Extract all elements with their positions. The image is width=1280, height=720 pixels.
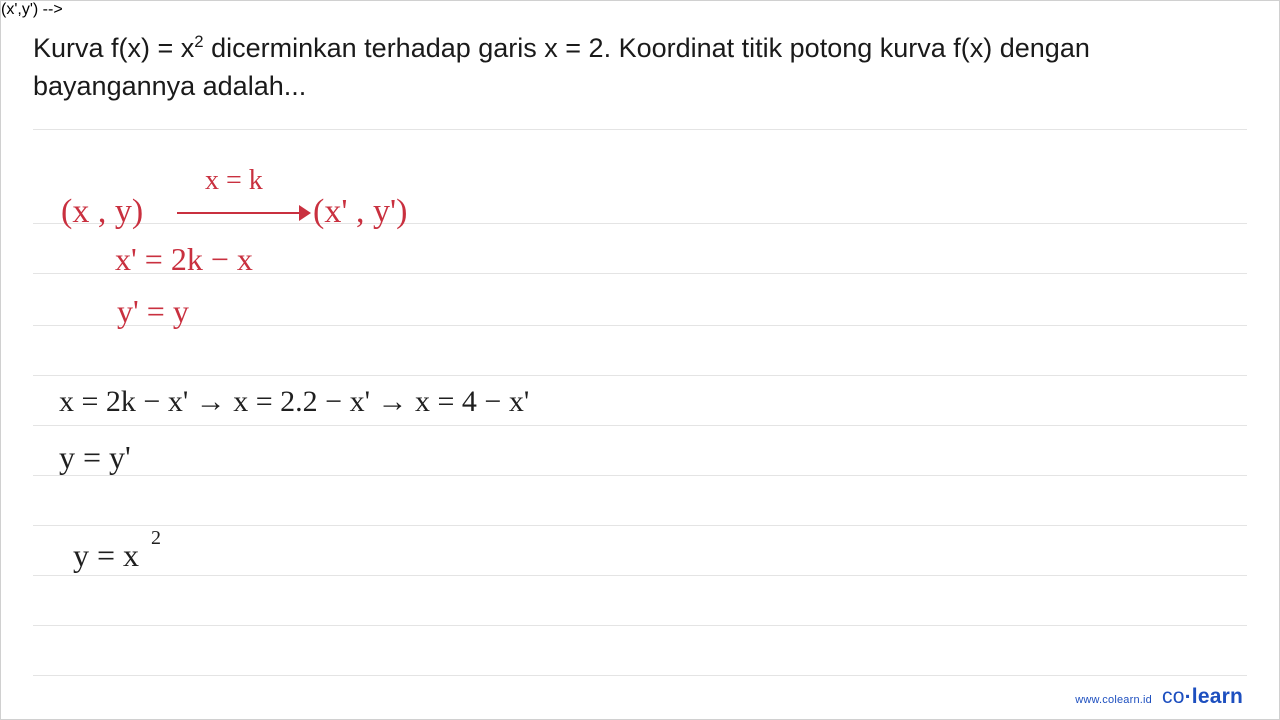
handwriting-h-xk: x = k <box>205 165 263 197</box>
brand-co: co <box>1162 685 1185 708</box>
handwriting-h-line3a: y = x <box>73 537 139 574</box>
footer: www.colearn.id co·learn <box>1075 685 1243 709</box>
ruled-line <box>33 475 1247 476</box>
handwriting-h-xy: (x , y) <box>61 193 143 231</box>
handwriting-h-line3s: 2 <box>151 527 161 550</box>
brand-logo: co·learn <box>1162 685 1243 709</box>
ruled-line <box>33 223 1247 224</box>
ruled-line <box>33 425 1247 426</box>
ruled-line <box>33 525 1247 526</box>
brand-learn: learn <box>1192 685 1243 708</box>
handwriting-h-xpyp: (x' , y') <box>313 193 407 231</box>
q-sup: 2 <box>194 32 203 51</box>
handwriting-h-ypy: y' = y <box>117 293 189 330</box>
handwriting-h-xp2k: x' = 2k − x <box>115 241 253 278</box>
ruled-line <box>33 375 1247 376</box>
ruled-line <box>33 129 1247 130</box>
footer-url: www.colearn.id <box>1075 694 1152 706</box>
ruled-line <box>33 625 1247 626</box>
handwriting-h-line1: x = 2k − x' → x = 2.2 − x' → x = 4 − x' <box>59 385 529 419</box>
ruled-line <box>33 325 1247 326</box>
brand-dot: · <box>1185 685 1192 708</box>
arrow-icon <box>177 212 301 214</box>
q-pre: Kurva f(x) = x <box>33 33 194 63</box>
ruled-line <box>33 575 1247 576</box>
ruled-line <box>33 675 1247 676</box>
question-text: Kurva f(x) = x2 dicerminkan terhadap gar… <box>33 29 1247 106</box>
handwriting-h-line2: y = y' <box>59 439 131 476</box>
arrow-head-icon <box>299 205 311 221</box>
